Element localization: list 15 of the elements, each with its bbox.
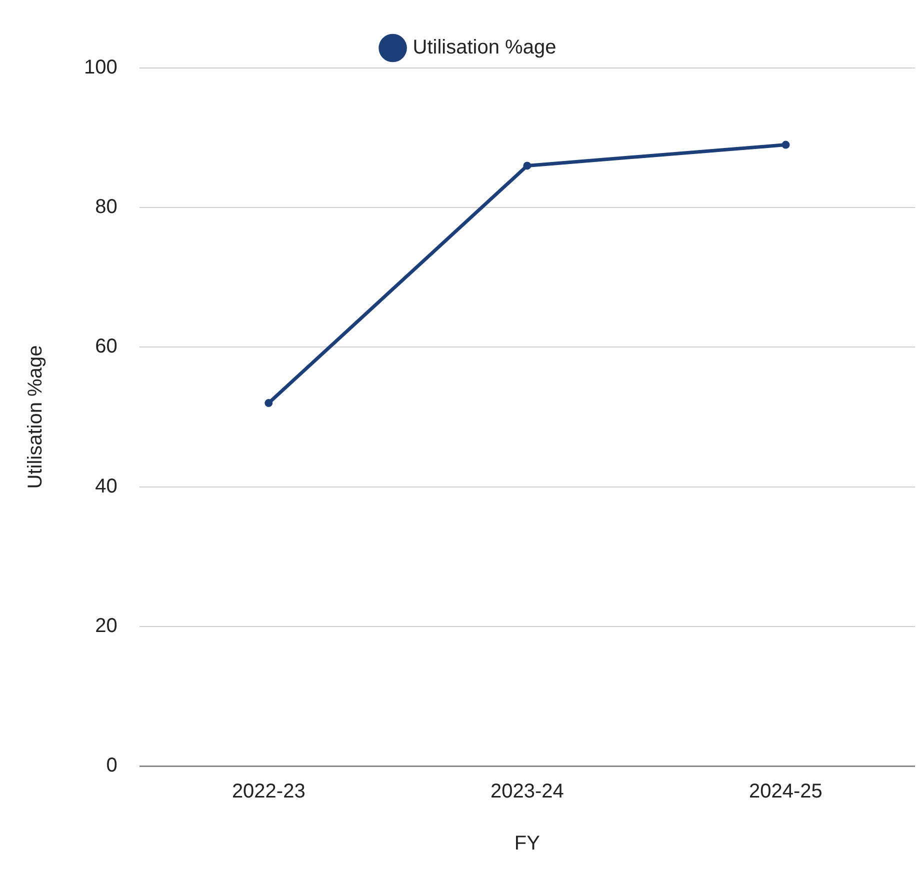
y-tick-label: 60: [95, 336, 118, 358]
x-tick-label: 2022-23: [232, 780, 306, 803]
point: [264, 399, 273, 408]
y-tick-label: 80: [95, 196, 118, 218]
x-axis-title: FY: [514, 832, 540, 855]
x-tick-label: 2024-25: [749, 780, 822, 803]
y-tick-label: 0: [106, 754, 118, 777]
y-tick-label: 100: [84, 56, 118, 79]
x-tick-label: 2023-24: [490, 780, 564, 803]
y-tick-label: 20: [95, 614, 118, 637]
point: [782, 140, 790, 149]
y-tick-label: 40: [95, 475, 118, 498]
legend-label: Utilisation %age: [412, 36, 556, 59]
point: [523, 162, 532, 170]
y-axis-title: Utilisation %age: [24, 345, 47, 489]
